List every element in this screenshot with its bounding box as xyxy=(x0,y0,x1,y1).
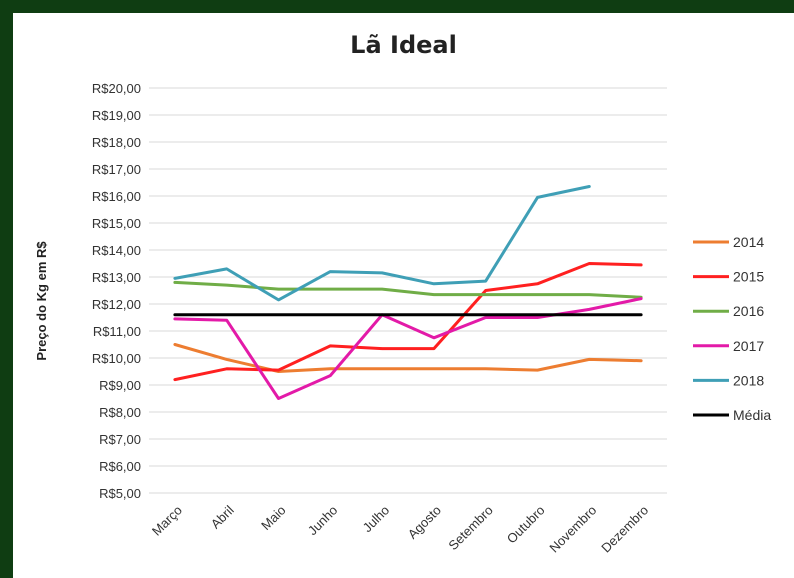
legend-label: 2014 xyxy=(733,234,764,250)
legend-label: Média xyxy=(733,407,771,423)
y-tick-label: R$14,00 xyxy=(92,243,141,258)
x-tick-label: Novembro xyxy=(546,503,599,556)
y-axis-label: Preço do Kg em R$ xyxy=(34,241,49,361)
x-axis-ticks: Março Abril Maio Junho Julho Agosto Setembro Ou… xyxy=(149,502,651,555)
legend-label: 2017 xyxy=(733,338,764,354)
x-tick-label: Julho xyxy=(360,503,393,536)
y-tick-label: R$5,00 xyxy=(99,486,141,501)
series-lines xyxy=(173,185,643,400)
x-tick-label: Maio xyxy=(258,503,289,534)
y-tick-label: R$16,00 xyxy=(92,189,141,204)
chart-title: Lã Ideal xyxy=(350,31,457,59)
y-tick-label: R$17,00 xyxy=(92,162,141,177)
x-tick-label: Dezembro xyxy=(598,503,651,556)
x-tick-label: Agosto xyxy=(405,503,444,542)
y-tick-label: R$9,00 xyxy=(99,378,141,393)
y-tick-label: R$11,00 xyxy=(93,324,141,339)
y-tick-label: R$8,00 xyxy=(99,405,141,420)
x-tick-label: Outubro xyxy=(504,503,548,547)
legend-label: 2015 xyxy=(733,269,764,285)
legend: 2014 2015 2016 2017 2018 Média xyxy=(693,234,771,423)
y-tick-label: R$6,00 xyxy=(99,459,141,474)
y-axis-ticks: R$5,00 R$6,00 R$7,00 R$8,00 R$9,00 R$10,00 R$1… xyxy=(92,81,141,501)
series-line-2016 xyxy=(173,280,643,299)
series-line-2018 xyxy=(173,185,591,302)
series-line-2015 xyxy=(173,262,643,382)
line-chart: R$5,00 R$6,00 R$7,00 R$8,00 R$9,00 R$10,00 R$1… xyxy=(34,81,771,556)
y-tick-label: R$20,00 xyxy=(92,81,141,96)
chart-panel: Lã Ideal R$5,00 R$6,00 R$7,00 R$8,00 R$9,00 R… xyxy=(13,13,794,578)
y-tick-label: R$12,00 xyxy=(92,297,141,312)
y-tick-label: R$19,00 xyxy=(92,108,141,123)
y-tick-label: R$15,00 xyxy=(92,216,141,231)
y-tick-label: R$13,00 xyxy=(92,270,141,285)
x-tick-label: Março xyxy=(149,503,185,539)
gridlines xyxy=(149,87,667,494)
y-tick-label: R$7,00 xyxy=(99,432,141,447)
y-tick-label: R$18,00 xyxy=(92,135,141,150)
legend-label: 2016 xyxy=(733,303,764,319)
y-tick-label: R$10,00 xyxy=(92,351,141,366)
x-tick-label: Junho xyxy=(305,503,341,539)
x-tick-label: Abril xyxy=(208,502,237,531)
x-tick-label: Setembro xyxy=(445,503,495,553)
series-line-2014 xyxy=(173,343,643,373)
legend-label: 2018 xyxy=(733,372,764,388)
